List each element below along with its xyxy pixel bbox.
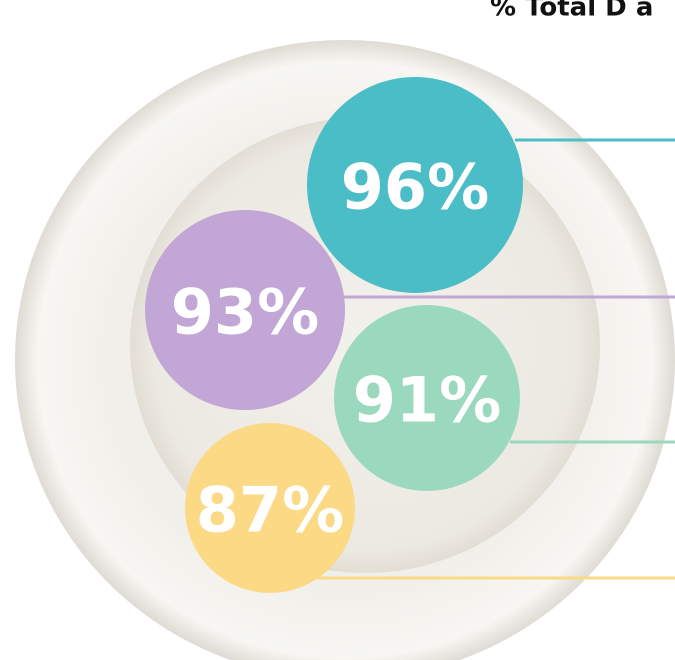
bubble <box>145 210 345 410</box>
bubble <box>185 423 355 593</box>
bubble <box>334 305 520 491</box>
bubble-label: 96% <box>341 151 489 224</box>
title: % Total D a <box>490 0 653 23</box>
bubble-label: 87% <box>196 474 344 547</box>
bubbles: 96% 93% 91%87% <box>145 77 675 593</box>
bubble-label: 93% <box>171 276 319 349</box>
bubble <box>307 77 523 293</box>
bubble-label: 91% <box>353 364 501 437</box>
